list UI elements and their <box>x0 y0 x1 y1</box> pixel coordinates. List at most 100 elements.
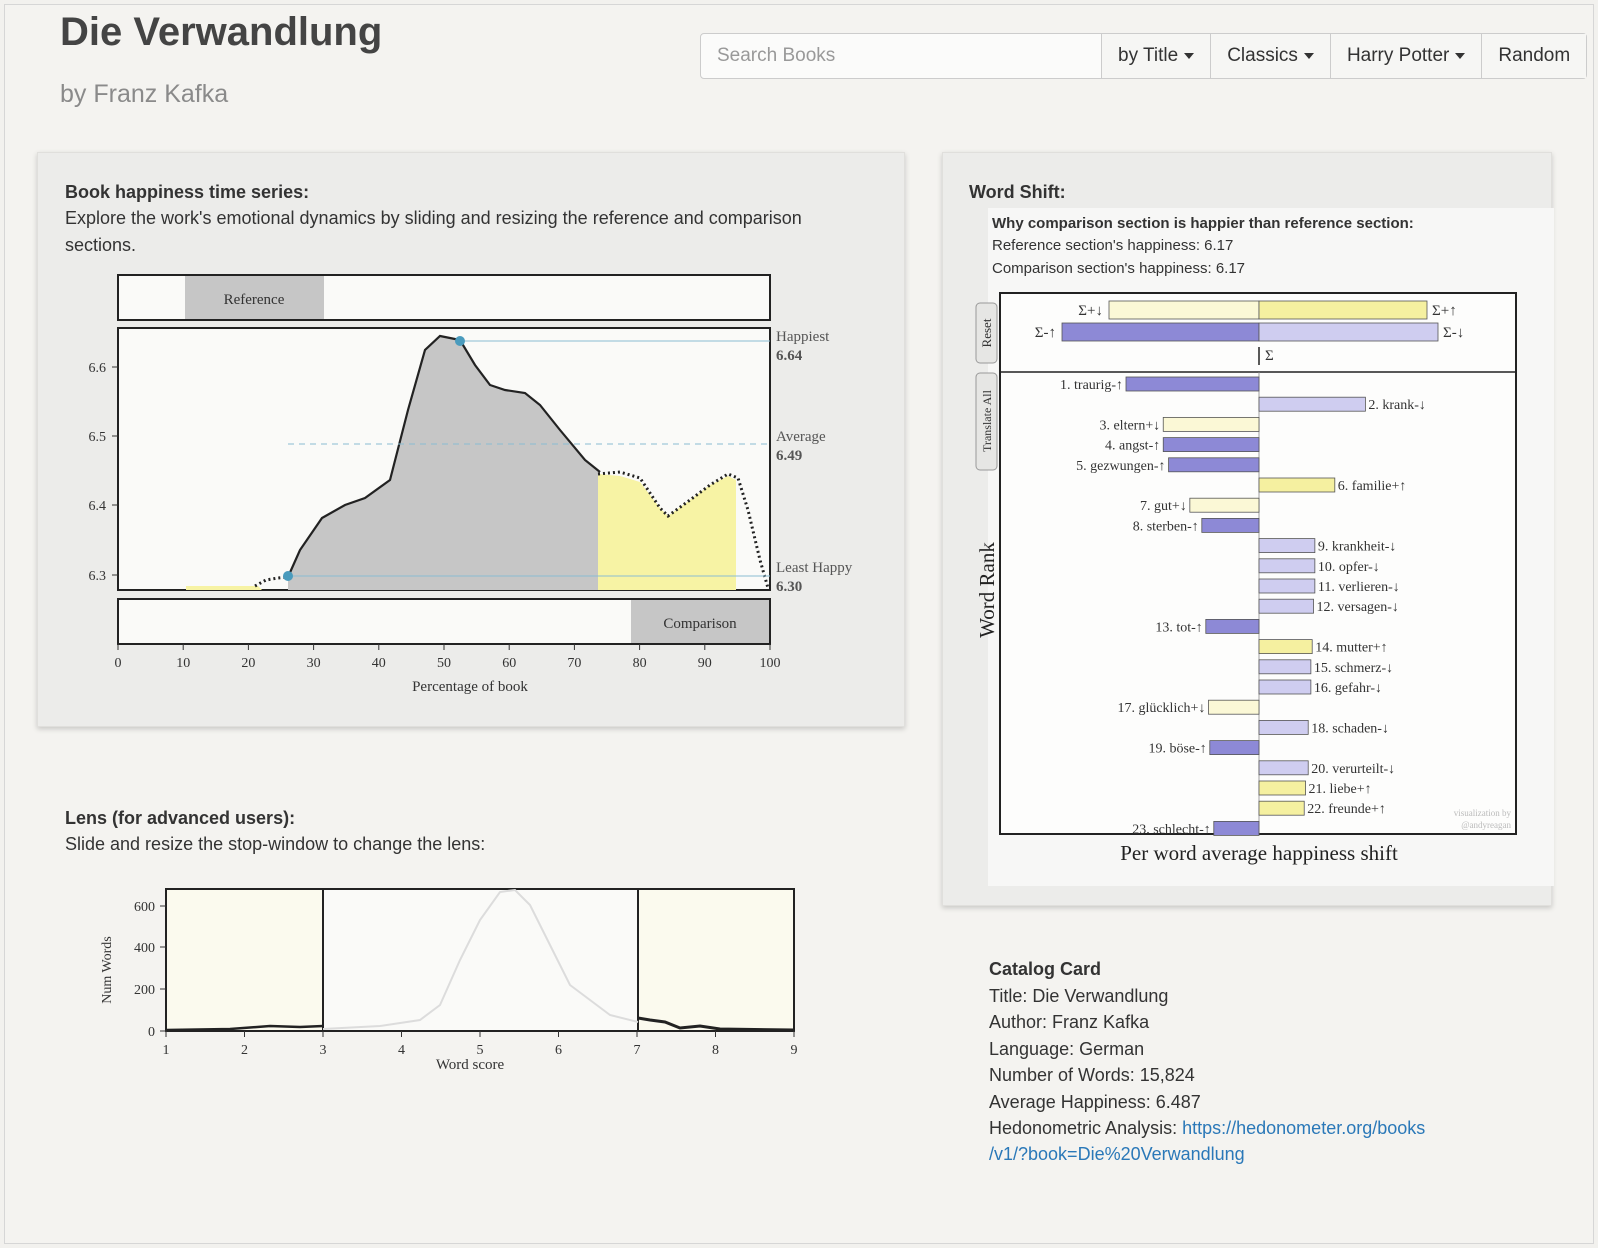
word-bar[interactable] <box>1189 497 1260 513</box>
lens-x-tick-label: 9 <box>791 1043 798 1058</box>
word-label: 5. gezwungen-↑ <box>1076 459 1165 474</box>
harry-potter-dropdown[interactable]: Harry Potter <box>1329 34 1482 78</box>
lens-x-tick-label: 5 <box>477 1043 484 1058</box>
x-tick-label: 10 <box>176 656 190 671</box>
lens-left-tail <box>165 1024 324 1032</box>
word-bar[interactable] <box>1258 598 1314 614</box>
analysis-link[interactable]: https://hedonometer.org/books <box>1182 1118 1426 1138</box>
comparison-happiness: Comparison section's happiness: 6.17 <box>992 260 1246 277</box>
lens-stop-window-left[interactable] <box>165 888 324 1032</box>
author-subtitle: by Franz Kafka <box>60 80 229 108</box>
x-tick-label: 50 <box>437 656 451 671</box>
lens-x-tick-label: 3 <box>320 1043 327 1058</box>
word-bar[interactable] <box>1125 376 1260 392</box>
random-label: Random <box>1498 45 1571 66</box>
y-tick-label: 6.6 <box>89 361 107 376</box>
word-label: 1. traurig-↑ <box>1060 378 1123 393</box>
word-bar[interactable] <box>1258 639 1313 654</box>
comparison-window[interactable] <box>631 600 769 643</box>
sum-neg-down-bar <box>1258 322 1439 342</box>
average-value: 6.49 <box>776 448 802 464</box>
word-label: 14. mutter+↑ <box>1315 641 1387 656</box>
comparison-area <box>598 474 736 590</box>
x-tick-label: 80 <box>633 656 647 671</box>
word-bar[interactable] <box>1205 619 1260 634</box>
harry-potter-label: Harry Potter <box>1346 45 1450 66</box>
word-bar[interactable] <box>1258 538 1316 553</box>
comparison-label: Comparison <box>663 616 737 632</box>
word-label: 10. opfer-↓ <box>1318 560 1380 575</box>
wordshift-why: Why comparison section is happier than r… <box>992 215 1414 232</box>
sum-neg-up-label: Σ-↑ <box>1035 325 1056 341</box>
word-bar[interactable] <box>1258 477 1336 493</box>
classics-dropdown[interactable]: Classics <box>1210 34 1330 78</box>
credit-line-1: visualization by <box>1454 808 1512 818</box>
word-label: 23. schlecht-↑ <box>1132 822 1211 837</box>
comparison-area-left <box>186 586 262 590</box>
timeseries-x-axis: 0 10 20 30 40 50 60 70 80 90 100 <box>115 644 781 671</box>
least-marker <box>283 571 293 581</box>
word-label: 2. krank-↓ <box>1368 398 1426 413</box>
word-bar[interactable] <box>1168 457 1260 473</box>
word-label: 21. liebe+↑ <box>1309 782 1372 797</box>
word-bar[interactable] <box>1258 659 1312 675</box>
timeseries-description: Explore the work's emotional dynamics by… <box>65 208 802 255</box>
x-tick-label: 60 <box>502 656 516 671</box>
lens-description: Slide and resize the stop-window to chan… <box>65 834 486 854</box>
timeseries-heading: Book happiness time series: <box>65 182 310 202</box>
word-label: 4. angst-↑ <box>1105 439 1160 454</box>
x-tick-label: 100 <box>760 656 781 671</box>
word-bar[interactable] <box>1258 679 1312 695</box>
word-bar[interactable] <box>1162 437 1260 453</box>
x-tick-label: 90 <box>698 656 712 671</box>
by-title-dropdown[interactable]: by Title <box>1101 34 1211 78</box>
least-label: Least Happy <box>776 560 853 576</box>
credit-line-2: @andyreagan <box>1461 820 1511 830</box>
word-label: 18. schaden-↓ <box>1311 721 1389 736</box>
word-label: 22. freunde+↑ <box>1307 802 1386 817</box>
reference-window[interactable] <box>185 276 324 319</box>
word-bar[interactable] <box>1208 699 1260 715</box>
search-input[interactable] <box>701 34 1101 78</box>
translate-all-button[interactable] <box>975 372 998 471</box>
word-label: 6. familie+↑ <box>1338 479 1407 494</box>
timeseries-y-axis: 6.6 6.5 6.4 6.3 <box>89 361 118 584</box>
caret-down-icon <box>1184 53 1195 59</box>
word-label: 7. gut+↓ <box>1140 499 1187 514</box>
sum-pos-down-bar <box>1108 300 1260 320</box>
word-bar[interactable] <box>1258 578 1316 594</box>
catalog-analysis: Hedonometric Analysis: https://hedonomet… <box>989 1118 1425 1139</box>
word-bar[interactable] <box>1209 740 1260 755</box>
timeseries-line <box>286 334 601 578</box>
catalog-author: Author: Franz Kafka <box>989 1012 1150 1032</box>
word-bar[interactable] <box>1258 720 1309 735</box>
word-label: 20. verurteilt-↓ <box>1311 762 1395 777</box>
search-bar: by Title Classics Harry Potter Random <box>700 33 1588 79</box>
x-tick-label: 70 <box>567 656 581 671</box>
lens-y-tick: 400 <box>134 941 155 956</box>
catalog-average: Average Happiness: 6.487 <box>989 1092 1201 1112</box>
word-bar[interactable] <box>1213 821 1260 836</box>
analysis-prefix: Hedonometric Analysis: <box>989 1118 1183 1138</box>
word-bar[interactable] <box>1258 800 1305 816</box>
word-bar[interactable] <box>1258 780 1306 796</box>
analysis-link-continued[interactable]: /v1/?book=Die%20Verwandlung <box>989 1144 1245 1164</box>
word-bar[interactable] <box>1258 558 1316 574</box>
word-bar[interactable] <box>1258 396 1366 412</box>
catalog-word-count: Number of Words: 15,824 <box>989 1065 1195 1085</box>
lens-x-tick-label: 6 <box>555 1043 562 1058</box>
random-button[interactable]: Random <box>1481 34 1587 78</box>
wordshift-heading: Word Shift: <box>969 182 1066 202</box>
lens-x-tick-label: 8 <box>712 1043 719 1058</box>
word-bar[interactable] <box>1201 518 1260 533</box>
sum-total-label: Σ <box>1265 348 1274 364</box>
reset-button[interactable] <box>975 302 998 364</box>
sum-pos-down-label: Σ+↓ <box>1078 303 1103 319</box>
word-label: 16. gefahr-↓ <box>1314 681 1382 696</box>
word-bar[interactable] <box>1258 760 1309 776</box>
word-label: 19. böse-↑ <box>1148 742 1206 757</box>
catalog-title: Title: Die Verwandlung <box>989 986 1169 1006</box>
page-title: Die Verwandlung <box>60 10 383 54</box>
word-bar[interactable] <box>1162 416 1260 432</box>
